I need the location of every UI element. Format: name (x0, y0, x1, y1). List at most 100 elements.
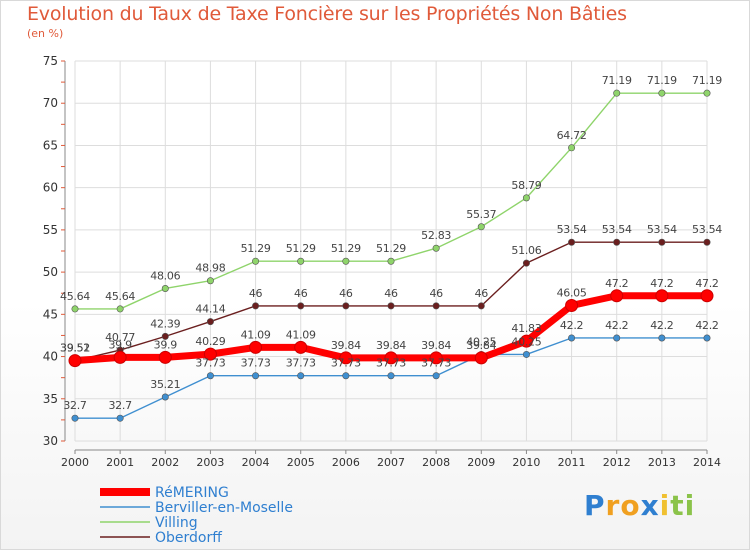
data-label: 37.73 (241, 357, 271, 370)
data-point (249, 340, 263, 354)
y-tick-label: 45 (43, 307, 58, 321)
data-label: 37.73 (421, 357, 451, 370)
data-point (71, 414, 79, 422)
data-point (387, 302, 395, 310)
data-label: 42.2 (650, 319, 673, 332)
data-point (203, 347, 217, 361)
y-tick-label: 60 (43, 181, 58, 195)
data-point (294, 340, 308, 354)
data-label: 45.64 (105, 290, 135, 303)
data-label: 37.73 (376, 357, 406, 370)
data-label: 44.14 (195, 303, 225, 316)
data-point (432, 302, 440, 310)
proxiti-logo-letter: P (584, 489, 606, 522)
y-tick-label: 75 (43, 54, 58, 68)
data-point (655, 289, 669, 303)
data-point (610, 289, 624, 303)
x-tick-label: 2013 (648, 456, 676, 469)
data-label: 48.06 (150, 269, 180, 282)
data-point (252, 372, 260, 380)
data-label: 46 (249, 287, 263, 300)
data-label: 32.7 (108, 399, 132, 412)
data-label: 39.51 (60, 342, 90, 355)
data-label: 37.73 (286, 357, 316, 370)
data-point (568, 334, 576, 342)
data-label: 71.19 (602, 74, 632, 87)
data-label: 46 (429, 287, 443, 300)
data-point (116, 414, 124, 422)
data-point (658, 334, 666, 342)
chart-title: Evolution du Taux de Taxe Foncière sur l… (27, 3, 627, 25)
data-label: 51.29 (286, 242, 316, 255)
data-label: 39.9 (154, 338, 178, 351)
legend-label: Oberdorff (155, 530, 222, 546)
x-tick-label: 2002 (151, 456, 179, 469)
data-label: 40.25 (466, 335, 496, 348)
data-label: 46 (294, 287, 308, 300)
data-point (432, 372, 440, 380)
data-label: 41.83 (511, 322, 541, 335)
data-label: 40.25 (511, 335, 541, 348)
data-point (297, 302, 305, 310)
data-label: 46 (475, 287, 489, 300)
data-point (252, 257, 260, 265)
data-label: 32.7 (63, 399, 87, 412)
data-label: 39.84 (421, 339, 451, 352)
x-tick-label: 2006 (332, 456, 360, 469)
data-point (703, 334, 711, 342)
data-point (68, 354, 82, 368)
data-point (387, 372, 395, 380)
data-point (703, 238, 711, 246)
x-tick-label: 2000 (61, 456, 89, 469)
x-tick-label: 2008 (422, 456, 450, 469)
data-label: 41.09 (286, 328, 316, 341)
data-point (161, 284, 169, 292)
data-label: 71.19 (692, 74, 722, 87)
x-tick-label: 2012 (603, 456, 631, 469)
data-label: 53.54 (647, 223, 677, 236)
proxiti-logo-letter: o (620, 489, 641, 522)
proxiti-logo-letter: r (605, 489, 621, 522)
data-point (161, 332, 169, 340)
data-label: 71.19 (647, 74, 677, 87)
data-label: 42.2 (560, 319, 583, 332)
data-label: 58.79 (511, 179, 541, 192)
x-tick-label: 2007 (377, 456, 405, 469)
legend-label: RéMERING (155, 485, 229, 501)
data-point (519, 334, 533, 348)
data-point (658, 89, 666, 97)
data-label: 42.2 (605, 319, 628, 332)
data-label: 39.84 (331, 339, 361, 352)
y-tick-label: 50 (43, 265, 58, 279)
y-tick-label: 35 (43, 392, 58, 406)
data-label: 39.52 (60, 342, 90, 355)
data-point (568, 144, 576, 152)
data-point (384, 351, 398, 365)
data-label: 35.21 (150, 378, 180, 391)
data-point (342, 372, 350, 380)
data-label: 51.06 (511, 244, 541, 257)
data-point (565, 298, 579, 312)
legend-label: Villing (155, 515, 198, 531)
legend-label: Berviller-en-Moselle (155, 500, 293, 516)
data-label: 41.09 (241, 328, 271, 341)
y-tick-label: 40 (43, 350, 58, 364)
data-label: 55.37 (466, 208, 496, 221)
proxiti-logo-letter: i (684, 489, 696, 522)
data-point (339, 351, 353, 365)
data-label: 64.72 (557, 129, 587, 142)
data-label: 51.29 (331, 242, 361, 255)
data-label: 46 (384, 287, 398, 300)
x-tick-label: 2004 (242, 456, 270, 469)
data-label: 40.29 (195, 335, 225, 348)
data-label: 48.98 (195, 262, 225, 275)
data-point (522, 350, 530, 358)
y-tick-label: 30 (43, 434, 58, 448)
data-point (116, 305, 124, 313)
data-label: 46.05 (557, 286, 587, 299)
data-point (252, 302, 260, 310)
data-label: 39.9 (108, 338, 132, 351)
data-label: 45.64 (60, 290, 90, 303)
